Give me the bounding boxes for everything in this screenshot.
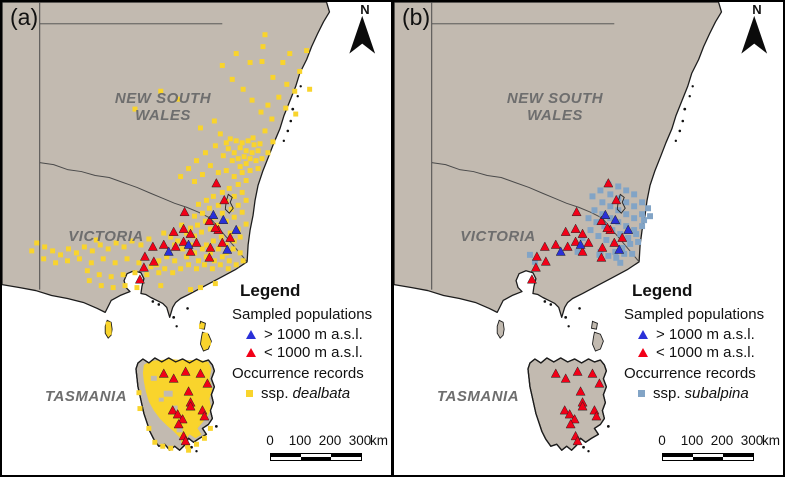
- small-islets: [151, 85, 302, 453]
- legend-sampled-header: Sampled populations: [624, 306, 765, 323]
- scale-bar-a: 0 100 200 300 km: [258, 433, 398, 469]
- scale-tick-300: 300: [348, 433, 372, 448]
- state-label-nsw: NEW SOUTH WALES: [506, 90, 604, 124]
- map-canvas-a: [2, 2, 391, 475]
- map-canvas-b: [394, 2, 783, 475]
- north-label: N: [752, 2, 762, 17]
- legend-title: Legend: [240, 281, 301, 300]
- scale-tick-100: 100: [288, 433, 312, 448]
- legend-row-above-1000: > 1000 m a.s.l.: [624, 326, 784, 343]
- red-triangle-icon: [638, 348, 648, 357]
- flinders-island-north: [590, 320, 598, 330]
- sampled-populations-layer: [526, 177, 634, 446]
- king-island: [496, 319, 505, 339]
- scale-tick-200: 200: [318, 433, 342, 448]
- mainland-landmass: [394, 2, 723, 318]
- occurrence-square-icon: [246, 390, 253, 397]
- north-label: N: [360, 2, 370, 17]
- legend-row-below-1000: < 1000 m a.s.l.: [624, 344, 784, 361]
- legend-row-above-1000: > 1000 m a.s.l.: [232, 326, 392, 343]
- state-label-tasmania: TASMANIA: [44, 388, 128, 405]
- map-panel-a: (a) NEW SOUTH WALES VICTORIA TASMANIA N …: [0, 0, 393, 477]
- tasmania-occurrence-cover: [142, 358, 213, 442]
- north-arrow-icon: [741, 15, 768, 54]
- scale-unit: km: [370, 433, 388, 448]
- north-arrow-icon: [349, 15, 376, 54]
- sampled-populations-layer: [134, 177, 242, 446]
- blue-triangle-icon: [246, 330, 256, 339]
- legend-occurrence-header: Occurrence records: [232, 365, 364, 382]
- map-svg: [2, 2, 376, 453]
- scale-tick-200: 200: [710, 433, 734, 448]
- blue-triangle-icon: [638, 330, 648, 339]
- occurrence-records-layer: [526, 181, 654, 266]
- map-svg: [394, 2, 768, 453]
- panel-label-b: (b): [402, 4, 431, 30]
- occurrence-square-icon: [638, 390, 645, 397]
- legend-title: Legend: [632, 281, 693, 300]
- tasmania-coast-outline: [527, 357, 608, 451]
- state-label-victoria: VICTORIA: [460, 228, 536, 245]
- scale-tick-0: 0: [266, 433, 274, 448]
- flinders-island: [592, 331, 604, 352]
- state-label-tasmania: TASMANIA: [436, 388, 520, 405]
- scale-unit: km: [762, 433, 780, 448]
- legend-a: Legend Sampled populations > 1000 m a.s.…: [232, 281, 392, 403]
- mainland-landmass: [2, 2, 331, 318]
- map-panel-b: (b) NEW SOUTH WALES VICTORIA TASMANIA N …: [392, 0, 785, 477]
- scale-bar-graphic: [270, 453, 362, 461]
- scale-bar-graphic: [662, 453, 754, 461]
- state-label-victoria: VICTORIA: [68, 228, 144, 245]
- scale-tick-300: 300: [740, 433, 764, 448]
- legend-b: Legend Sampled populations > 1000 m a.s.…: [624, 281, 784, 403]
- legend-occurrence-header: Occurrence records: [624, 365, 756, 382]
- legend-row-ssp-subalpina: ssp. subalpina: [624, 385, 784, 402]
- small-islets: [543, 85, 694, 453]
- scale-tick-100: 100: [680, 433, 704, 448]
- red-triangle-icon: [246, 348, 256, 357]
- nsw-vic-border: [431, 162, 640, 263]
- legend-row-below-1000: < 1000 m a.s.l.: [232, 344, 392, 361]
- panel-label-a: (a): [10, 4, 39, 30]
- scale-tick-0: 0: [658, 433, 666, 448]
- scale-bar-b: 0 100 200 300 km: [650, 433, 785, 469]
- legend-row-ssp-dealbata: ssp. dealbata: [232, 385, 392, 402]
- occurrence-records-layer: [29, 32, 313, 453]
- nsw-vic-border: [39, 162, 248, 263]
- state-label-nsw: NEW SOUTH WALES: [114, 90, 212, 124]
- legend-sampled-header: Sampled populations: [232, 306, 373, 323]
- tasmania-coast-outline: [135, 357, 216, 451]
